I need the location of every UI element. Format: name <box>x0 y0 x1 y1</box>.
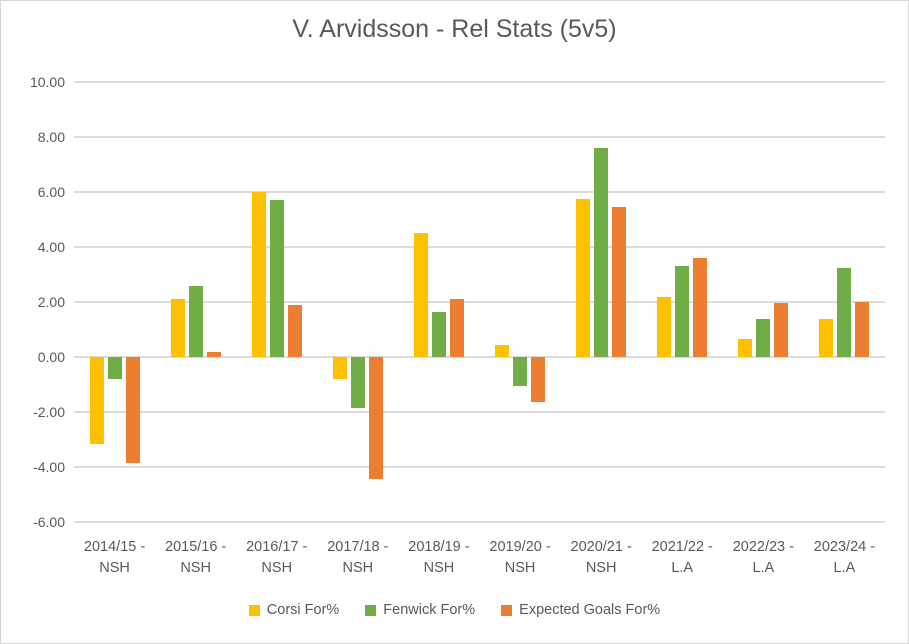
legend-swatch-icon <box>501 604 513 616</box>
bar-fenwick-for <box>594 148 609 357</box>
gridline <box>74 246 885 248</box>
bar-corsi-for <box>657 296 672 357</box>
y-axis-tick-label: 6.00 <box>37 184 65 200</box>
y-axis-tick-label: -6.00 <box>33 514 65 530</box>
y-axis-tick-label: 8.00 <box>37 129 65 145</box>
legend-swatch-icon <box>365 604 377 616</box>
bar-fenwick-for <box>837 267 852 357</box>
legend-item: Fenwick For% <box>365 602 475 618</box>
bar-expected-goals-for <box>206 351 221 357</box>
bar-corsi-for <box>332 357 347 379</box>
legend-item: Expected Goals For% <box>501 602 660 618</box>
gridline <box>74 191 885 193</box>
gridline <box>74 136 885 138</box>
bar-corsi-for <box>89 357 104 444</box>
gridline <box>74 356 885 358</box>
x-axis-label: 2017/18 - NSH <box>327 539 389 576</box>
bar-expected-goals-for <box>449 299 464 357</box>
y-axis-tick-label: -4.00 <box>33 459 65 475</box>
x-axis-label: 2023/24 - L.A <box>813 539 876 576</box>
legend-label: Expected Goals For% <box>519 602 661 618</box>
bar-fenwick-for <box>107 357 122 379</box>
legend-label: Fenwick For% <box>383 602 476 618</box>
x-axis-label: 2020/21 - NSH <box>570 539 632 576</box>
bar-corsi-for <box>495 344 510 357</box>
y-axis-tick-label: 2.00 <box>37 294 65 310</box>
chart-title: V. Arvidsson - Rel Stats (5v5) <box>292 15 617 43</box>
gridline <box>74 81 885 83</box>
x-axis-label: 2022/23 - L.A <box>732 539 794 576</box>
gridline <box>74 411 885 413</box>
bar-fenwick-for <box>350 357 365 408</box>
bar-corsi-for <box>413 233 428 357</box>
x-axis-label: 2021/22 - L.A <box>651 539 713 576</box>
bar-expected-goals-for <box>855 302 870 357</box>
legend-swatch-icon <box>248 604 260 616</box>
gridline <box>74 466 885 468</box>
bar-expected-goals-for <box>693 258 708 357</box>
x-axis-label: 2018/19 - NSH <box>408 539 470 576</box>
gridline <box>74 521 885 523</box>
legend-label: Corsi For% <box>266 602 340 618</box>
x-axis-label: 2014/15 - NSH <box>83 539 146 576</box>
bar-expected-goals-for <box>612 207 627 357</box>
bar-fenwick-for <box>675 266 690 357</box>
legend-item: Corsi For% <box>248 602 340 618</box>
y-axis-tick-label: 0.00 <box>37 349 65 365</box>
bar-corsi-for <box>738 339 753 357</box>
bar-corsi-for <box>170 299 185 357</box>
plot-area <box>74 81 885 523</box>
bar-fenwick-for <box>513 357 528 386</box>
bar-corsi-for <box>576 198 591 357</box>
x-axis-label: 2016/17 - NSH <box>246 539 308 576</box>
x-axis-label: 2019/20 - NSH <box>489 539 551 576</box>
y-axis-tick-label: 10.00 <box>29 74 65 90</box>
x-axis-label: 2015/16 - NSH <box>165 539 227 576</box>
bar-expected-goals-for <box>125 357 140 463</box>
y-axis-tick-label: -2.00 <box>33 404 65 420</box>
bar-expected-goals-for <box>531 357 546 403</box>
bar-expected-goals-for <box>774 303 789 357</box>
bar-fenwick-for <box>756 318 771 357</box>
gridline <box>74 301 885 303</box>
bar-expected-goals-for <box>287 304 302 357</box>
bar-fenwick-for <box>431 311 446 357</box>
bar-corsi-for <box>819 318 834 357</box>
bar-corsi-for <box>251 192 266 357</box>
legend: Corsi For% Fenwick For% Expected Goals For… <box>1 602 908 618</box>
bar-fenwick-for <box>188 285 203 357</box>
bar-expected-goals-for <box>368 357 383 480</box>
y-axis-tick-label: 4.00 <box>37 239 65 255</box>
bar-fenwick-for <box>269 200 284 357</box>
